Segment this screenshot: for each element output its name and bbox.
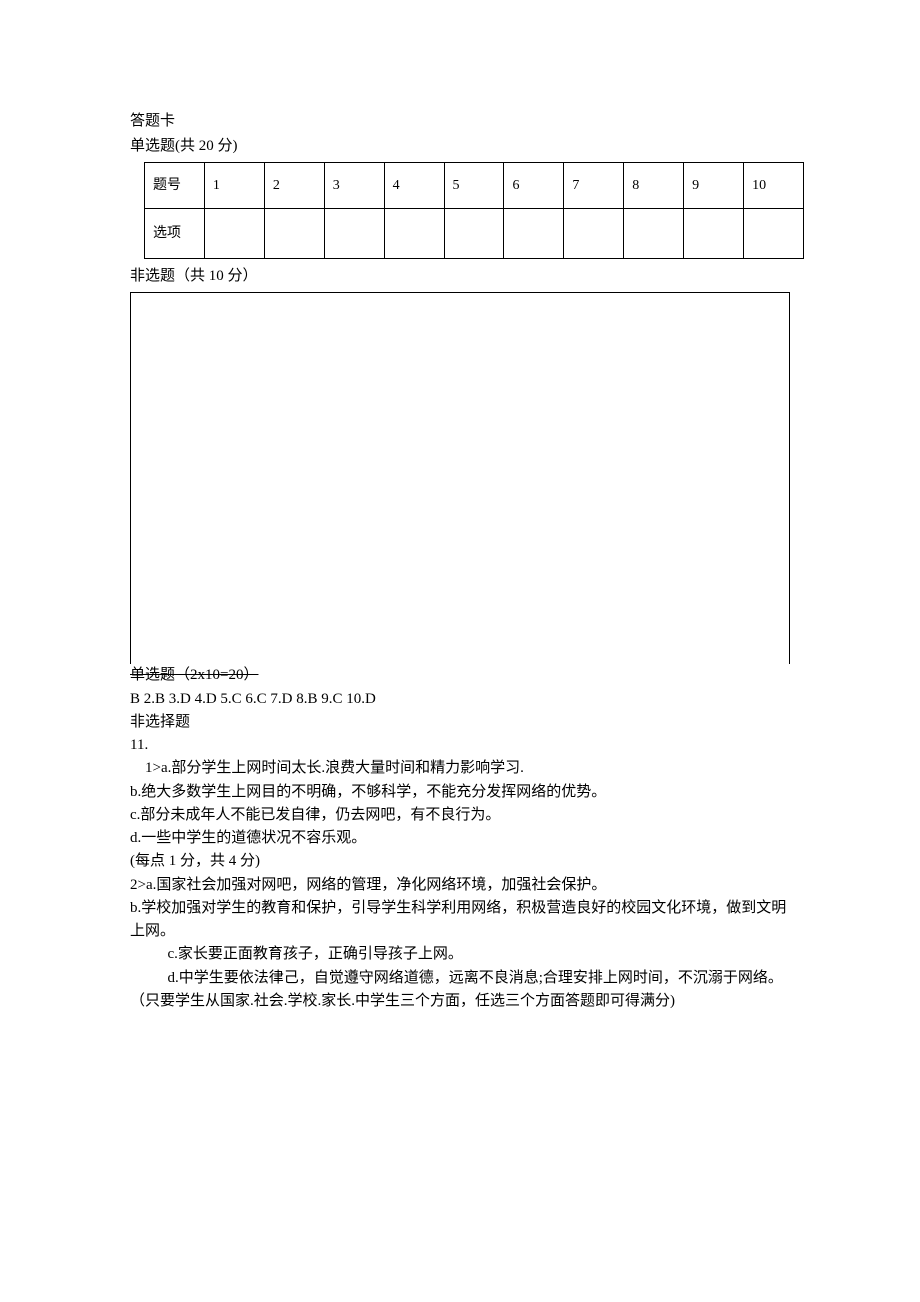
open-section-title: 非选题（共 10 分） xyxy=(130,265,790,288)
num-cell: 1 xyxy=(204,162,264,209)
num-cell: 2 xyxy=(264,162,324,209)
q11-1c: c.部分未成年人不能已发自律，仍去网吧，有不良行为。 xyxy=(130,804,790,827)
answer-cell xyxy=(624,209,684,259)
answer-cell xyxy=(504,209,564,259)
answer-cell xyxy=(204,209,264,259)
deleted-heading: 单选题（2x10=20） xyxy=(130,664,790,687)
q11-label: 11. xyxy=(130,734,790,757)
q11-2d: d.中学生要依法律己，自觉遵守网络道德，远离不良消息;合理安排上网时间，不沉溺于… xyxy=(130,967,790,990)
answer-cell xyxy=(444,209,504,259)
answer-cell xyxy=(684,209,744,259)
table-answer-row: 选项 xyxy=(145,209,804,259)
answer-cell xyxy=(744,209,804,259)
answer-label-cell: 选项 xyxy=(145,209,205,259)
answer-cell xyxy=(324,209,384,259)
num-cell: 8 xyxy=(624,162,684,209)
open-answer-box xyxy=(130,292,790,664)
answer-cell xyxy=(564,209,624,259)
answer-sheet-title: 答题卡 xyxy=(130,110,790,133)
q11-2a: 2>a.国家社会加强对网吧，网络的管理，净化网络环境，加强社会保护。 xyxy=(130,874,790,897)
row-label-cell: 题号 xyxy=(145,162,205,209)
q11-2b: b.学校加强对学生的教育和保护，引导学生科学利用网络，积极营造良好的校园文化环境… xyxy=(130,897,790,944)
num-cell: 10 xyxy=(744,162,804,209)
mc-answer-table: 题号 1 2 3 4 5 6 7 8 9 10 选项 xyxy=(144,162,804,260)
answer-cell xyxy=(264,209,324,259)
answer-cell xyxy=(384,209,444,259)
q11-1a: 1>a.部分学生上网时间太长.浪费大量时间和精力影响学习. xyxy=(130,757,790,780)
open-answers-title: 非选择题 xyxy=(130,711,790,734)
mc-section-title: 单选题(共 20 分) xyxy=(130,135,790,158)
num-cell: 3 xyxy=(324,162,384,209)
num-cell: 5 xyxy=(444,162,504,209)
mc-answers-line: B 2.B 3.D 4.D 5.C 6.C 7.D 8.B 9.C 10.D xyxy=(130,688,790,711)
q11-2c: c.家长要正面教育孩子，正确引导孩子上网。 xyxy=(130,943,790,966)
num-cell: 6 xyxy=(504,162,564,209)
q11-1b: b.绝大多数学生上网目的不明确，不够科学，不能充分发挥网络的优势。 xyxy=(130,781,790,804)
q11-1d: d.一些中学生的道德状况不容乐观。 xyxy=(130,827,790,850)
final-note: （只要学生从国家.社会.学校.家长.中学生三个方面，任选三个方面答题即可得满分) xyxy=(130,990,790,1013)
q11-1-score: (每点 1 分，共 4 分) xyxy=(130,850,790,873)
table-header-row: 题号 1 2 3 4 5 6 7 8 9 10 xyxy=(145,162,804,209)
num-cell: 7 xyxy=(564,162,624,209)
num-cell: 9 xyxy=(684,162,744,209)
num-cell: 4 xyxy=(384,162,444,209)
